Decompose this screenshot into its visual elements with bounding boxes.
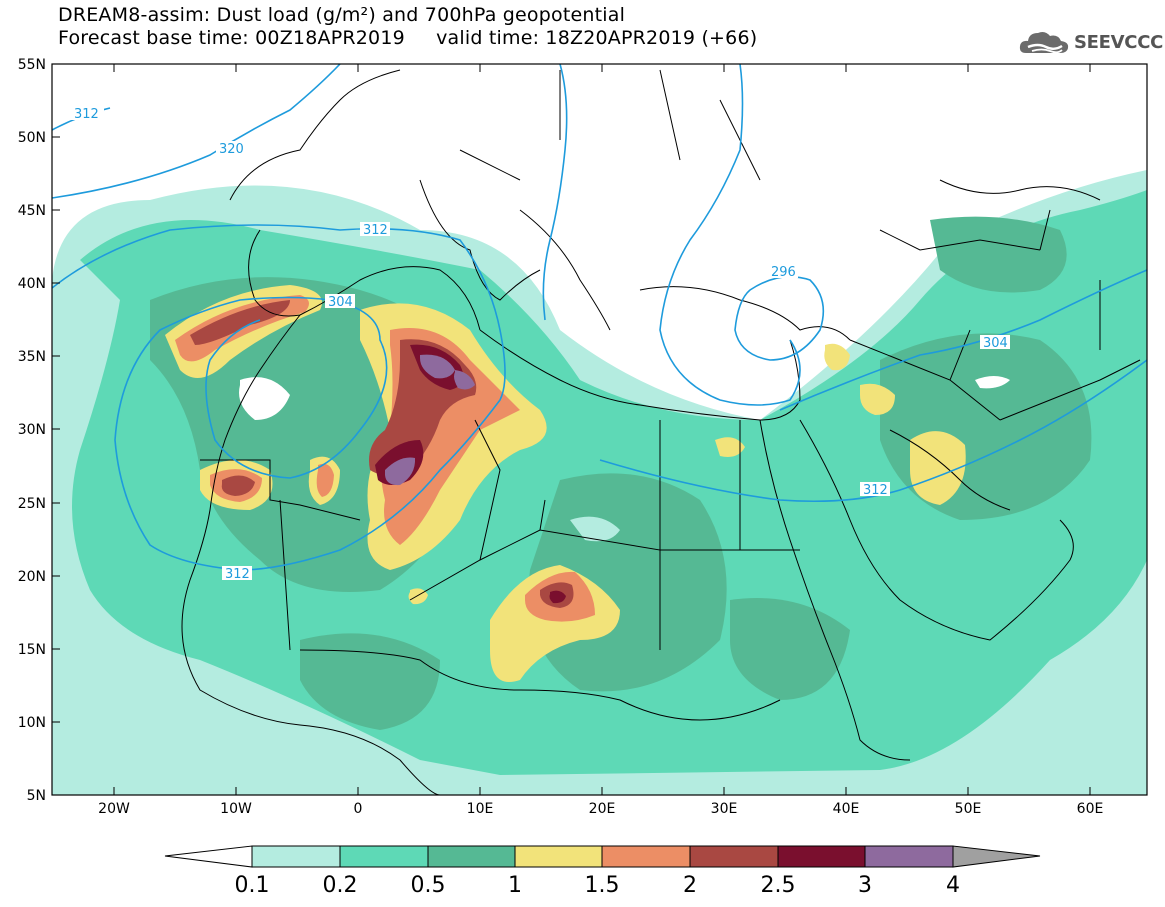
lat-label: 25N [18, 496, 46, 512]
contour-label: 312 [863, 483, 888, 498]
lat-label: 30N [18, 422, 46, 438]
lon-label: 10E [467, 801, 494, 817]
colorbar-right-arrow [952, 845, 1041, 868]
colorbar-bin [777, 845, 866, 868]
contour-label: 304 [983, 336, 1008, 351]
lat-label: 50N [18, 130, 46, 146]
tick-marks [52, 64, 1091, 795]
contour-label: 312 [225, 567, 250, 582]
contour-label: 312 [363, 223, 388, 238]
lon-label: 20E [589, 801, 616, 817]
forecast-times: Forecast base time: 00Z18APR2019 valid t… [58, 27, 758, 49]
lat-label: 55N [18, 57, 46, 73]
lon-label: 20W [98, 801, 130, 817]
colorbar-bin [251, 845, 341, 868]
colorbar-tick: 0.2 [323, 873, 358, 898]
lon-label: 10W [220, 801, 252, 817]
lat-label: 15N [18, 642, 46, 658]
logo-text: SEEVCCC [1074, 31, 1164, 53]
lat-label: 20N [18, 569, 46, 585]
colorbar-tick: 2.5 [761, 873, 796, 898]
contour-label: 312 [74, 107, 99, 122]
contour-labels: 312 320 312 304 296 304 312 312 [70, 106, 1010, 582]
lon-label: 40E [833, 801, 860, 817]
lon-label: 60E [1077, 801, 1104, 817]
colorbar-bin [689, 845, 779, 868]
colorbar-tick: 0.5 [411, 873, 446, 898]
lat-label: 5N [27, 788, 46, 804]
lon-label: 50E [955, 801, 982, 817]
lat-label: 10N [18, 715, 46, 731]
seevccc-logo: SEEVCCC [1018, 24, 1163, 60]
coastlines-borders [181, 69, 1141, 795]
cloud-logo-icon [1019, 32, 1069, 54]
colorbar [164, 845, 1041, 868]
colorbar-bin [864, 845, 954, 868]
colorbar-bin [427, 845, 516, 868]
colorbar-bin [601, 845, 691, 868]
colorbar-tick: 4 [946, 873, 960, 898]
latitude-labels: 55N 50N 45N 40N 35N 30N 25N 20N 15N 10N … [18, 57, 46, 804]
colorbar-bin [339, 845, 429, 868]
lon-label: 0 [354, 801, 363, 817]
contour-label: 304 [328, 295, 353, 310]
longitude-labels: 20W 10W 0 10E 20E 30E 40E 50E 60E [98, 801, 1103, 817]
colorbar-tick: 1 [508, 873, 522, 898]
colorbar-left-arrow [164, 845, 253, 868]
colorbar-tick: 0.1 [235, 873, 270, 898]
colorbar-tick: 3 [858, 873, 872, 898]
geopotential-contours [52, 64, 1147, 571]
lon-label: 30E [711, 801, 738, 817]
contour-label: 296 [771, 265, 796, 280]
colorbar-tick: 1.5 [585, 873, 620, 898]
colorbar-tick: 2 [683, 873, 697, 898]
lat-label: 35N [18, 349, 46, 365]
contour-label: 320 [219, 142, 244, 157]
lat-label: 45N [18, 203, 46, 219]
colorbar-bin [514, 845, 603, 868]
map-title: DREAM8-assim: Dust load (g/m²) and 700hP… [58, 4, 626, 26]
dust-fill-layer [52, 170, 1147, 795]
lat-label: 40N [18, 276, 46, 292]
colorbar-ticks: 0.1 0.2 0.5 1 1.5 2 2.5 3 4 [235, 873, 961, 898]
